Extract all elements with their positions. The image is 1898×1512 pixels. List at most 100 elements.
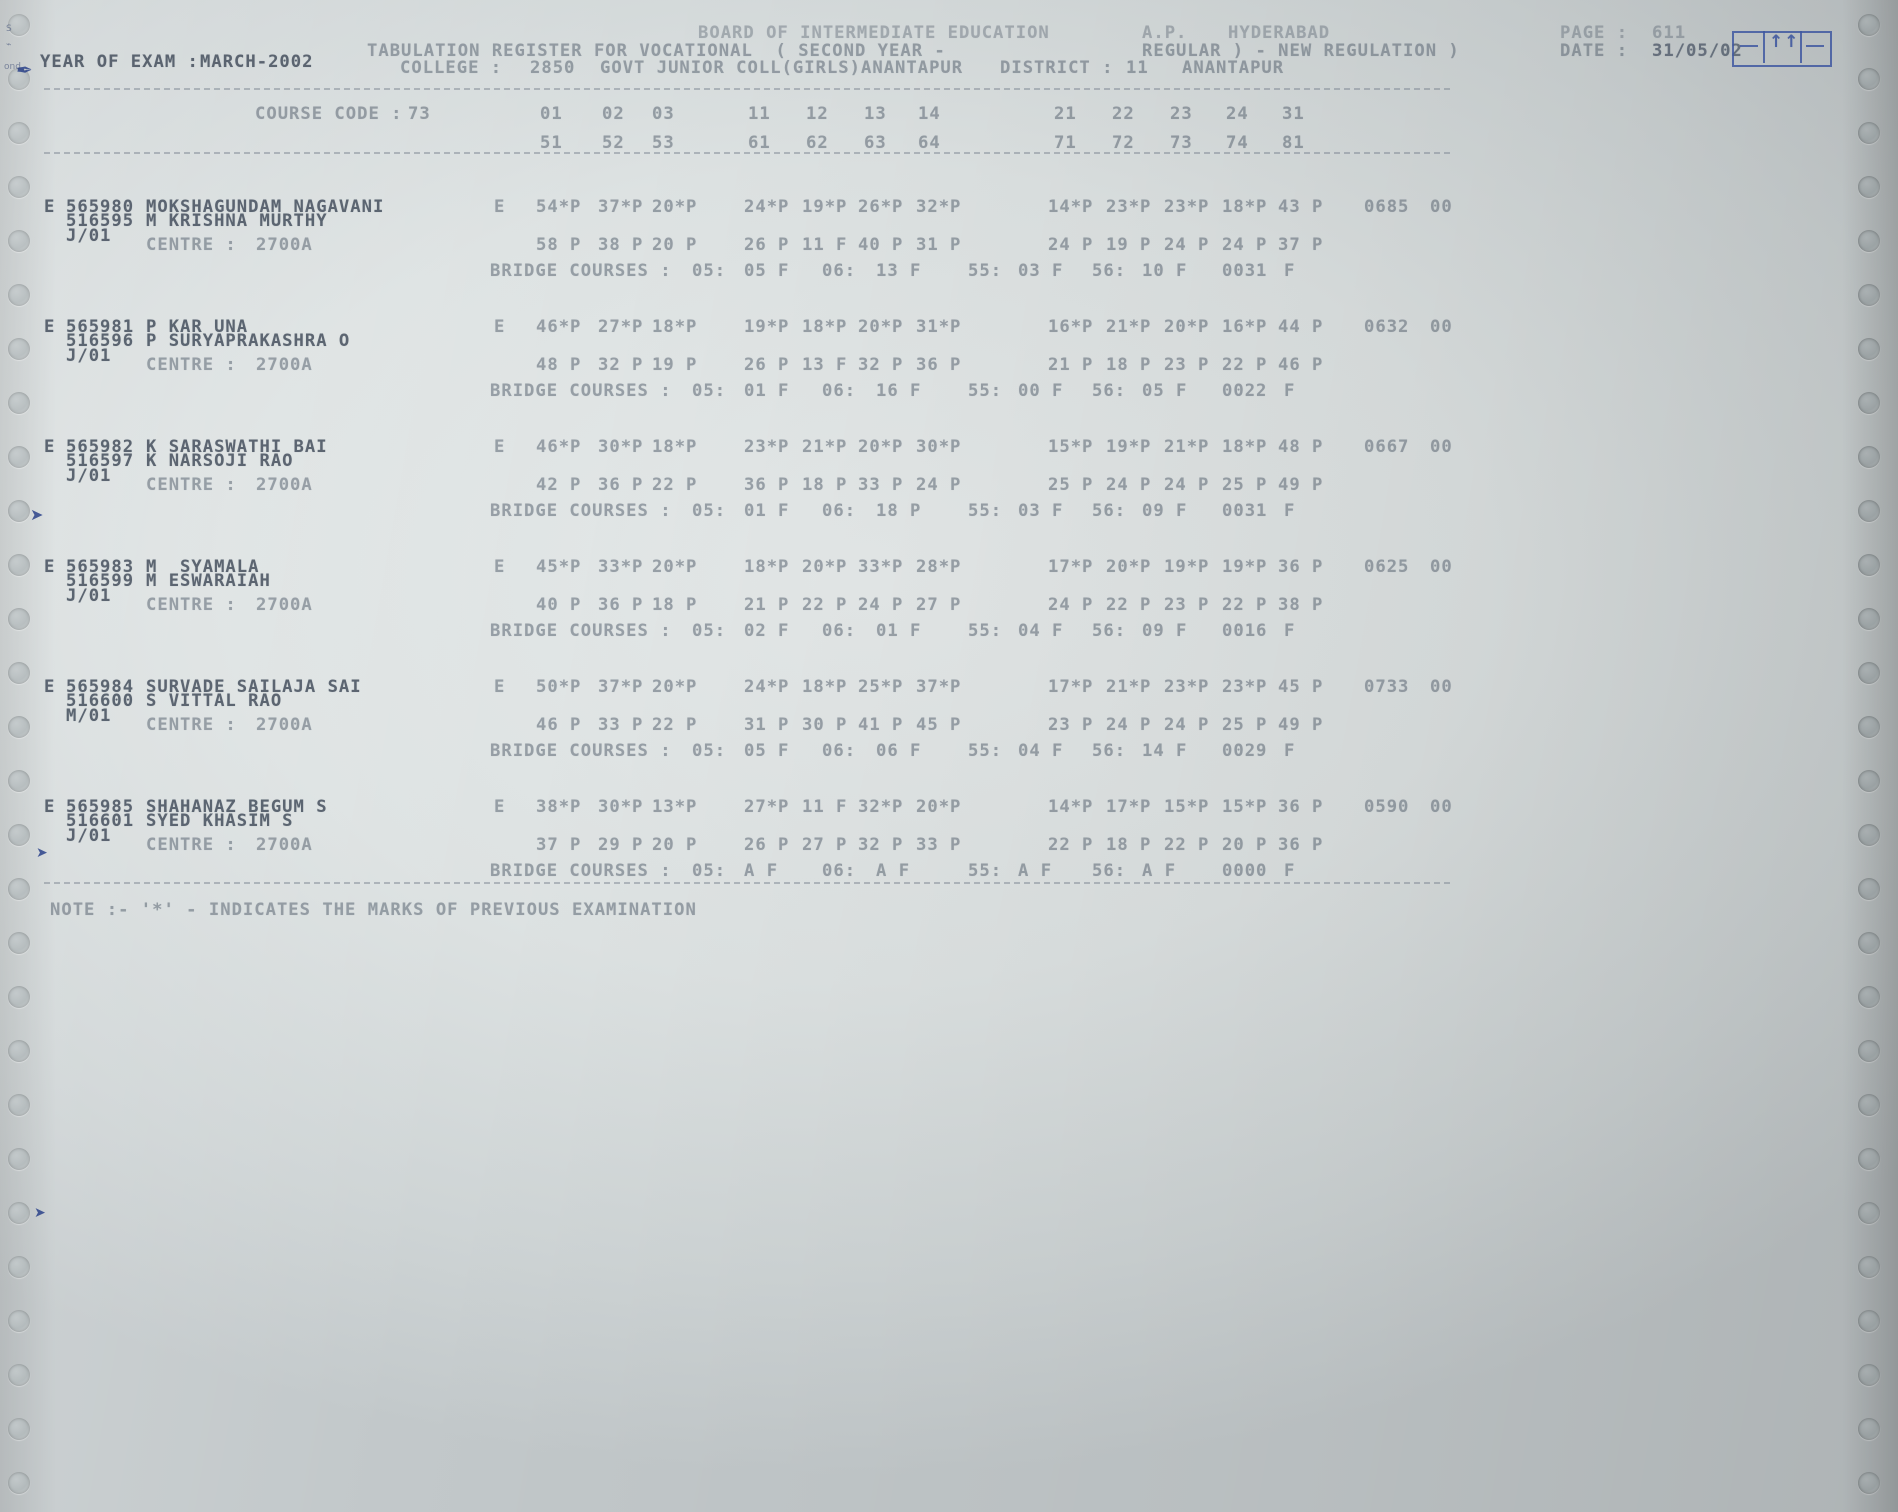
- bridge-course-value: 02 F: [744, 621, 790, 641]
- mark-prev-cell: 20*P: [802, 557, 848, 577]
- mark-curr-cell: 22 P: [652, 475, 698, 495]
- bridge-result: F: [1284, 621, 1296, 641]
- mark-curr-cell: 40 P: [536, 595, 582, 615]
- mark-prev-cell: 19*P: [1164, 557, 1210, 577]
- bridge-courses-label: BRIDGE COURSES :: [490, 741, 672, 761]
- feed-hole: [1858, 68, 1880, 90]
- mark-curr-cell: 36 P: [916, 355, 962, 375]
- mark-prev-cell: 20*P: [858, 317, 904, 337]
- mark-curr-cell: 26 P: [744, 835, 790, 855]
- mark-prev-cell: 18*P: [802, 317, 848, 337]
- mark-prev-cell: 23*P: [1164, 677, 1210, 697]
- bridge-course-value: 09 F: [1142, 501, 1188, 521]
- college-code: 2850: [530, 58, 576, 78]
- course-code-cell: 21: [1054, 104, 1077, 124]
- district-code: 11: [1126, 58, 1149, 78]
- mark-prev-cell: 17*P: [1106, 797, 1152, 817]
- feed-hole: [8, 14, 30, 36]
- course-code-cell: 31: [1282, 104, 1305, 124]
- feed-hole: [1858, 500, 1880, 522]
- mark-curr-cell: 24 P: [1048, 235, 1094, 255]
- mark-prev-cell: 20*P: [652, 557, 698, 577]
- bridge-courses-label: BRIDGE COURSES :: [490, 621, 672, 641]
- mark-curr-cell: 22 P: [1106, 595, 1152, 615]
- centre-label: CENTRE :: [146, 235, 237, 255]
- page-value: 611: [1652, 23, 1687, 43]
- mark-curr-cell: 26 P: [744, 235, 790, 255]
- mark-prev-cell: 17*P: [1048, 677, 1094, 697]
- bridge-course-value: A F: [1142, 861, 1177, 881]
- mark-curr-cell: 20 P: [652, 235, 698, 255]
- course-code-cell: 22: [1112, 104, 1135, 124]
- centre-label: CENTRE :: [146, 595, 237, 615]
- feed-hole: [8, 1094, 30, 1116]
- mark-curr-cell: 45 P: [916, 715, 962, 735]
- course-code-cell: 02: [602, 104, 625, 124]
- footer-note: NOTE :- '*' - INDICATES THE MARKS OF PRE…: [50, 900, 697, 920]
- student-code: J/01: [66, 826, 112, 846]
- bridge-course-value: 00 F: [1018, 381, 1064, 401]
- student-father-name: SYED KHASIM S: [146, 811, 294, 831]
- feed-hole: [8, 338, 30, 360]
- feed-hole: [8, 1418, 30, 1440]
- student-serial-no: 516595: [66, 211, 135, 231]
- mark-prev-cell: 18*P: [1222, 437, 1268, 457]
- feed-hole: [8, 1256, 30, 1278]
- student-father-name: P SURYAPRAKASHRA O: [146, 331, 351, 351]
- board-city: HYDERABAD: [1228, 23, 1331, 43]
- medium-marker: E: [494, 317, 506, 337]
- page-label: PAGE :: [1560, 23, 1629, 43]
- bridge-course-code: 55:: [968, 861, 1003, 881]
- mark-curr-cell: 23 P: [1048, 715, 1094, 735]
- bridge-course-value: A F: [744, 861, 779, 881]
- bridge-course-value: 09 F: [1142, 621, 1188, 641]
- student-prefix: E: [44, 197, 56, 217]
- medium-marker: E: [494, 797, 506, 817]
- mark-prev-cell: 50*P: [536, 677, 582, 697]
- mark-curr-cell: 36 P: [598, 475, 644, 495]
- mark-prev-cell: 18*P: [652, 437, 698, 457]
- margin-note-label: ond: [4, 62, 21, 72]
- student-code: J/01: [66, 586, 112, 606]
- course-code-cell: 01: [540, 104, 563, 124]
- mark-prev-cell: 18*P: [744, 557, 790, 577]
- college-name: GOVT JUNIOR COLL(GIRLS)ANANTAPUR: [600, 58, 964, 78]
- mark-prev-cell: 27*P: [744, 797, 790, 817]
- mark-prev-cell: 26*P: [858, 197, 904, 217]
- mark-curr-cell: 27 P: [916, 595, 962, 615]
- feed-hole: [8, 284, 30, 306]
- pen-divider-left: [1763, 31, 1765, 63]
- mark-curr-cell: 49 P: [1278, 475, 1324, 495]
- mark-prev-cell: 54*P: [536, 197, 582, 217]
- course-code-cell: 73: [1170, 133, 1193, 153]
- mark-curr-cell: 33 P: [858, 475, 904, 495]
- bridge-course-value: 16 F: [876, 381, 922, 401]
- mark-curr-cell: 24 P: [1164, 475, 1210, 495]
- bridge-course-code: 56:: [1092, 861, 1127, 881]
- bridge-total: 0031: [1222, 501, 1268, 521]
- pen-annotation-box: [1732, 31, 1832, 67]
- mark-curr-cell: 38 P: [1278, 595, 1324, 615]
- mark-prev-cell: 20*P: [916, 797, 962, 817]
- feed-hole: [8, 1310, 30, 1332]
- student-code: M/01: [66, 706, 112, 726]
- feed-hole: [8, 608, 30, 630]
- centre-value: 2700A: [256, 595, 313, 615]
- bridge-result: F: [1284, 861, 1296, 881]
- mark-prev-cell: 20*P: [652, 677, 698, 697]
- mark-curr-cell: 32 P: [598, 355, 644, 375]
- course-code-cell: 51: [540, 133, 563, 153]
- mark-prev-cell: 21*P: [802, 437, 848, 457]
- course-code-cell: 71: [1054, 133, 1077, 153]
- mark-curr-cell: 24 P: [1048, 595, 1094, 615]
- mark-curr-cell: 37 P: [536, 835, 582, 855]
- medium-marker: E: [494, 557, 506, 577]
- mark-prev-cell: 23*P: [744, 437, 790, 457]
- bridge-course-code: 06:: [822, 381, 857, 401]
- mark-prev-cell: 37*P: [598, 677, 644, 697]
- stray-pen-mark-4: ➤: [34, 1205, 46, 1221]
- year-of-exam-label: YEAR OF EXAM :: [40, 52, 199, 72]
- student-prefix: E: [44, 317, 56, 337]
- mark-curr-cell: 31 P: [744, 715, 790, 735]
